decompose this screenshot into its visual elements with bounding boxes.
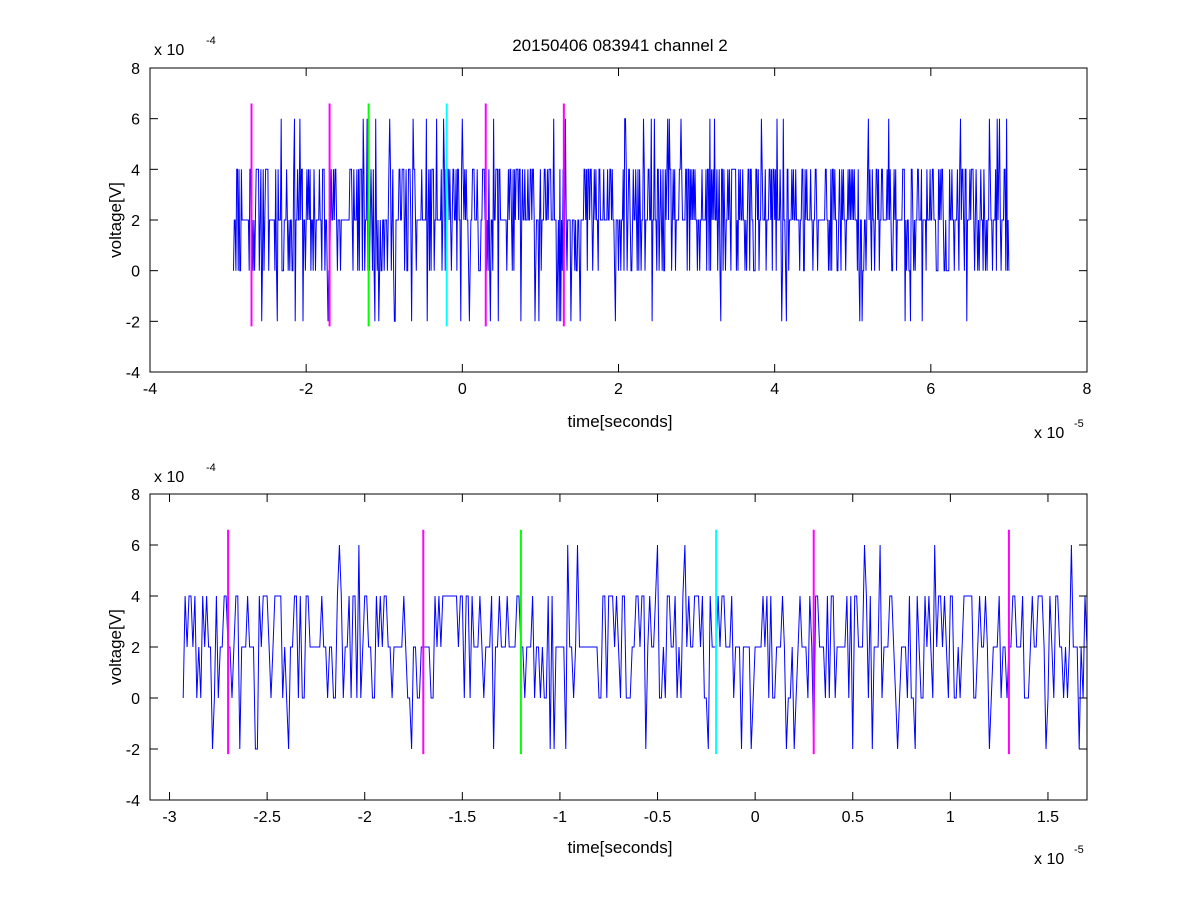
x-tick-label: -4: [143, 381, 157, 398]
chart-title: 20150406 083941 channel 2: [512, 36, 728, 55]
x-multiplier-base: x 10: [1034, 851, 1064, 868]
x-exponent: x 10 -5: [1034, 418, 1084, 442]
plot-area: -4 -2 0 2 4 6 8 -4 -2 0 2 4 6 8: [126, 61, 1092, 398]
y-multiplier-exponent: -4: [206, 462, 216, 474]
y-tick-label: 6: [131, 538, 140, 555]
y-tick-label: 0: [131, 264, 140, 281]
y-tick-label: 4: [131, 589, 140, 606]
y-tick-label: 4: [131, 162, 140, 179]
y-tick-label: -4: [126, 365, 140, 382]
x-tick-label: 0: [751, 809, 760, 826]
bottom-panel: x 10 -4 x 10 -5 time[seconds] voltage[V]…: [106, 462, 1088, 868]
y-tick-label: 6: [131, 112, 140, 129]
plot-area: -3 -2.5 -2 -1.5 -1 -0.5 0 0.5 1 1.5 -4 -2 0 2 4 6 8: [126, 487, 1088, 826]
y-exponent: x 10 -4: [154, 35, 216, 59]
y-tick-label: 2: [131, 640, 140, 657]
y-exponent: x 10 -4: [154, 462, 216, 486]
x-multiplier-exponent: -5: [1074, 418, 1084, 430]
y-axis-label: voltage[V]: [106, 182, 125, 258]
signal-trace: [182, 544, 1087, 750]
y-multiplier-base: x 10: [154, 469, 184, 486]
x-tick-label: 1.5: [1037, 809, 1059, 826]
y-tick-label: -2: [126, 314, 140, 331]
x-axis-label: time[seconds]: [568, 412, 673, 431]
x-axis-label: time[seconds]: [568, 838, 673, 857]
top-panel: 20150406 083941 channel 2 x 10 -4 x 10 -…: [106, 35, 1092, 442]
y-tick-label: 2: [131, 213, 140, 230]
y-multiplier-exponent: -4: [206, 35, 216, 47]
y-tick-label: 0: [131, 691, 140, 708]
x-tick-label: -2.5: [253, 809, 281, 826]
x-multiplier-base: x 10: [1034, 425, 1064, 442]
x-tick-label: 1: [946, 809, 955, 826]
x-tick-label: 6: [926, 381, 935, 398]
y-tick-label: 8: [131, 487, 140, 504]
x-tick-label: -2: [358, 809, 372, 826]
y-axis-label: voltage[V]: [106, 609, 125, 685]
x-tick-label: 4: [770, 381, 779, 398]
y-tick-label: -2: [126, 742, 140, 759]
x-exponent: x 10 -5: [1034, 844, 1084, 868]
x-tick-label: -1: [553, 809, 567, 826]
x-tick-label: 8: [1083, 381, 1092, 398]
y-tick-label: 8: [131, 61, 140, 78]
x-tick-label: -1.5: [449, 809, 477, 826]
signal-trace: [233, 118, 1010, 322]
y-multiplier-base: x 10: [154, 42, 184, 59]
x-tick-label: -3: [162, 809, 176, 826]
x-tick-label: 2: [614, 381, 623, 398]
x-tick-label: -2: [299, 381, 313, 398]
x-tick-label: 0: [458, 381, 467, 398]
y-tick-label: -4: [126, 793, 140, 810]
x-multiplier-exponent: -5: [1074, 844, 1084, 856]
x-tick-label: 0.5: [842, 809, 864, 826]
x-tick-label: -0.5: [644, 809, 672, 826]
